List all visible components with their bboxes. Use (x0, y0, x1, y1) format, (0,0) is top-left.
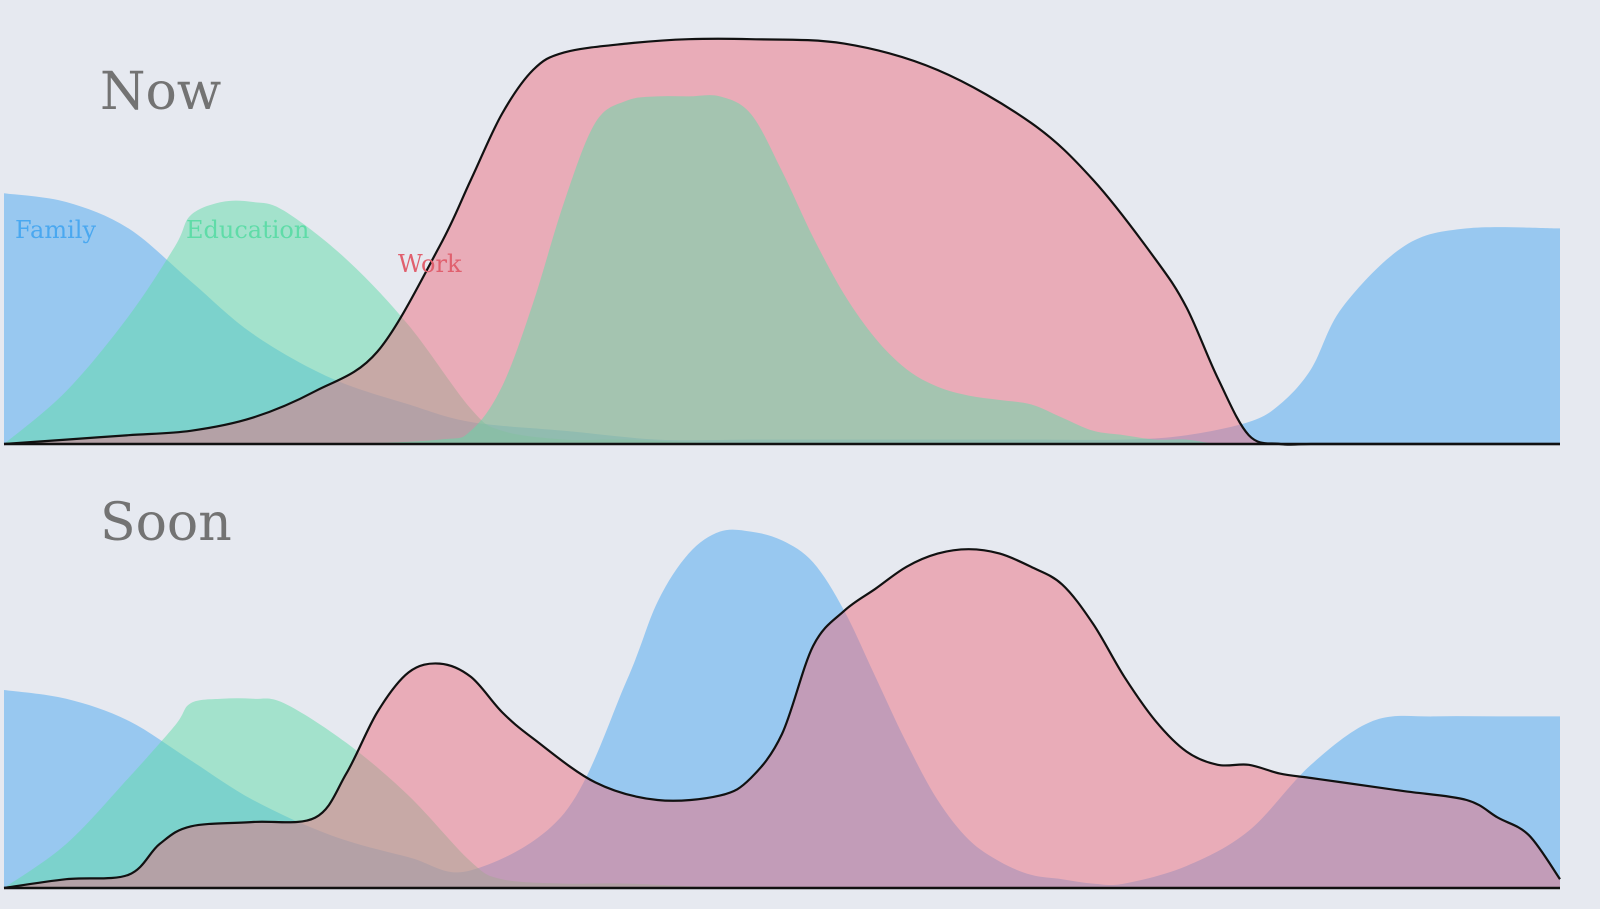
legend-layer: Family Education Work (15, 216, 462, 278)
legend-label-education: Education (186, 216, 309, 244)
area-work-soon-2 (4, 549, 1560, 888)
area-family-soon-0 (4, 529, 1560, 888)
panel-title-now: Now (100, 62, 221, 122)
panel-now (3, 37, 1560, 446)
panel-soon (3, 529, 1561, 890)
legend-label-work: Work (398, 250, 462, 278)
legend-label-family: Family (15, 216, 96, 244)
title-layer: Now Soon (100, 62, 232, 553)
plot-layer (3, 37, 1561, 890)
area-education-now-3 (4, 95, 1560, 445)
outline-work-soon (3, 548, 1561, 890)
panel-title-soon: Soon (100, 493, 232, 553)
